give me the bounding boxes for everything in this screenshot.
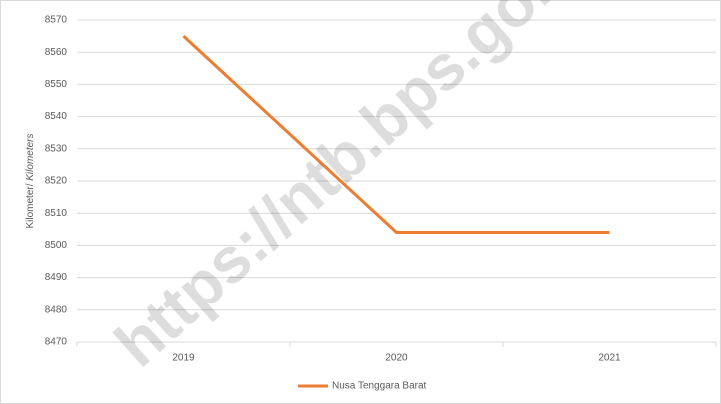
y-tick-label: 8540 — [45, 111, 68, 122]
y-axis-label-main: Kilometer/ — [25, 183, 36, 228]
legend-label: Nusa Tenggara Barat — [332, 381, 427, 392]
y-tick-label: 8560 — [45, 47, 68, 58]
data-line — [182, 34, 610, 235]
y-tick-label: 8490 — [45, 272, 68, 283]
x-tick-label: 2021 — [598, 353, 621, 364]
y-axis-label: Kilometer/ Kilometers — [25, 133, 36, 228]
y-tick-label: 8530 — [45, 143, 68, 154]
x-tick-label: 2019 — [172, 353, 195, 364]
y-tick-label: 8550 — [45, 79, 68, 90]
y-tick-label: 8520 — [45, 176, 68, 187]
y-tick-label: 8500 — [45, 240, 68, 251]
y-tick-label: 8480 — [45, 304, 68, 315]
y-tick-label: 8570 — [45, 15, 68, 26]
y-axis-label-italic: Kilometers — [25, 133, 36, 180]
y-tick-label: 8510 — [45, 208, 68, 219]
y-tick-label: 8470 — [45, 337, 68, 348]
x-tick-label: 2020 — [385, 353, 408, 364]
